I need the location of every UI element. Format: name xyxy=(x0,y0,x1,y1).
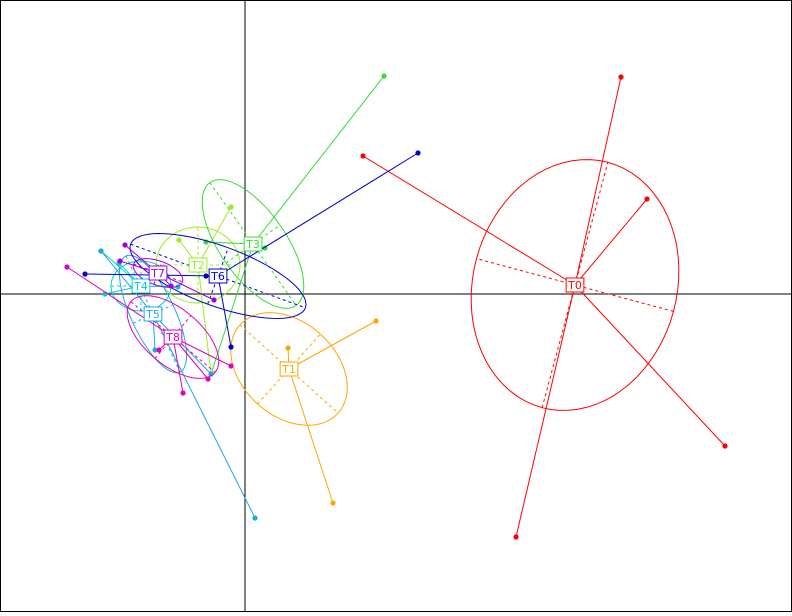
class-label-box xyxy=(565,277,585,293)
inertia-ellipse xyxy=(470,159,680,411)
data-point xyxy=(205,376,211,382)
data-point xyxy=(176,237,182,243)
class-label-t6: T6 xyxy=(208,268,228,284)
class-label-t4: T4 xyxy=(131,278,151,294)
class-group-t2 xyxy=(155,204,241,377)
class-label-box xyxy=(188,257,208,273)
class-label-t3: T3 xyxy=(243,236,263,252)
star-segment xyxy=(515,284,576,538)
star-segment xyxy=(362,155,576,286)
class-label-text: T7 xyxy=(150,267,165,280)
data-point xyxy=(228,344,234,350)
class-label-text: T5 xyxy=(145,308,160,321)
class-label-t7: T7 xyxy=(148,265,168,281)
star-segment xyxy=(217,152,419,277)
data-point xyxy=(644,196,650,202)
class-label-box xyxy=(243,236,263,252)
inertia-ellipse xyxy=(129,232,307,320)
data-point xyxy=(285,345,291,351)
data-point xyxy=(513,534,519,540)
class-group-t0 xyxy=(360,74,728,540)
class-group-t3 xyxy=(201,73,387,377)
data-point xyxy=(98,248,104,254)
class-label-box xyxy=(208,268,228,284)
class-label-box xyxy=(163,329,183,345)
class-label-box xyxy=(131,278,151,294)
class-label-text: T4 xyxy=(133,280,148,293)
data-point xyxy=(252,515,258,521)
data-point xyxy=(82,271,88,277)
star-segment xyxy=(574,76,622,286)
data-point xyxy=(330,500,336,506)
data-point xyxy=(117,258,123,264)
data-point xyxy=(180,390,186,396)
star-segment xyxy=(152,313,256,519)
class-label-t2: T2 xyxy=(188,257,208,273)
data-point xyxy=(64,264,70,270)
star-segment xyxy=(288,368,334,504)
data-point xyxy=(618,74,624,80)
data-point xyxy=(381,73,387,79)
star-segment xyxy=(217,275,232,348)
class-label-t5: T5 xyxy=(143,306,163,322)
class-label-text: T1 xyxy=(281,363,296,376)
class-label-box xyxy=(148,265,168,281)
ellipse-minor-axis xyxy=(132,304,174,324)
class-group-t1 xyxy=(230,312,379,506)
star-segment xyxy=(574,284,726,447)
inertia-ellipse xyxy=(126,295,220,379)
data-point xyxy=(360,153,366,159)
class-label-text: T3 xyxy=(245,238,260,251)
class-label-text: T6 xyxy=(210,270,225,283)
star-segment xyxy=(197,206,232,266)
class-label-text: T8 xyxy=(165,331,180,344)
data-point xyxy=(122,242,128,248)
star-segment xyxy=(574,198,648,286)
class-label-t8: T8 xyxy=(163,329,183,345)
class-label-box xyxy=(279,361,299,377)
star-segment xyxy=(288,320,377,370)
star-segment xyxy=(172,336,232,367)
class-label-text: T0 xyxy=(567,279,582,292)
data-point xyxy=(228,204,234,210)
data-point xyxy=(211,297,217,303)
data-point xyxy=(152,347,158,353)
data-point xyxy=(373,318,379,324)
data-point xyxy=(156,347,162,353)
data-point xyxy=(415,150,421,156)
star-segment xyxy=(197,264,212,375)
star-segment xyxy=(100,250,154,315)
data-point xyxy=(203,273,209,279)
data-point xyxy=(228,363,234,369)
data-point xyxy=(722,443,728,449)
class-label-t1: T1 xyxy=(279,361,299,377)
class-group-t8 xyxy=(64,264,234,396)
data-point xyxy=(168,283,174,289)
class-label-text: T2 xyxy=(190,259,205,272)
star-segment xyxy=(66,266,174,338)
ellipse-minor-axis xyxy=(257,333,321,405)
star-segment xyxy=(252,75,385,245)
star-segment xyxy=(210,243,254,375)
class-label-box xyxy=(143,306,163,322)
class-label-t0: T0 xyxy=(565,277,585,293)
star-segment xyxy=(172,336,184,394)
